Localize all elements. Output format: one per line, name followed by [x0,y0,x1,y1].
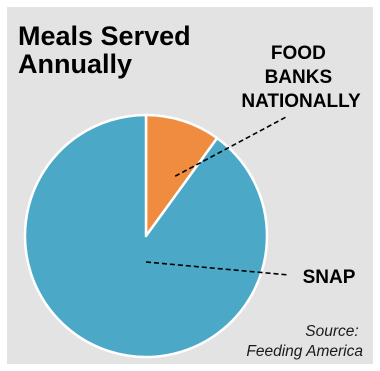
chart-title: Meals Served Annually [18,21,198,79]
slice-label-food-banks-line-2: BANKS [265,67,333,88]
slice-label-food-banks-line-3: NATIONALLY [241,91,361,112]
chart-title-line-1: Meals Served [18,21,191,51]
pie-chart: Meals Served Annually FOOD BANKS NATIONA… [18,21,363,360]
pie-slices [23,113,269,359]
pie-slice-snap [23,113,269,359]
chart-title-line-2: Annually [18,49,132,79]
source-note: Source: Feeding America [246,323,363,360]
slice-label-food-banks-line-1: FOOD [271,43,326,64]
callout-leader-food-banks [174,115,289,177]
slice-label-snap: SNAP [303,267,356,288]
source-note-line-1: Source: [305,323,358,340]
slice-label-snap-line-1: SNAP [303,267,356,288]
slice-label-food-banks: FOOD BANKS NATIONALLY [241,43,361,112]
source-note-line-2: Feeding America [246,343,363,360]
pie-slice-food-banks [144,113,219,238]
chart-card: Meals Served Annually FOOD BANKS NATIONA… [7,7,373,364]
